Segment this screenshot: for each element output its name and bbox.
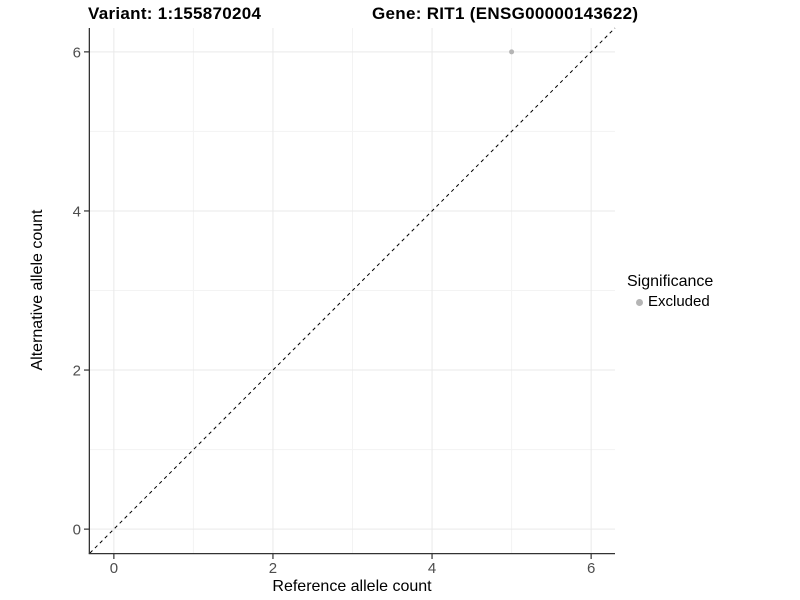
grid-major-lines bbox=[90, 28, 615, 553]
x-axis-title: Reference allele count bbox=[272, 578, 432, 595]
gene-title: Gene: RIT1 (ENSG00000143622) bbox=[372, 4, 639, 23]
grid-minor-lines bbox=[90, 28, 615, 553]
x-tick-label: 4 bbox=[428, 560, 436, 577]
tick-marks bbox=[84, 51, 592, 559]
x-tick-label: 6 bbox=[587, 560, 595, 577]
legend: Significance Excluded bbox=[627, 272, 713, 311]
legend-item-label: Excluded bbox=[648, 293, 710, 310]
y-tick-label: 4 bbox=[73, 203, 81, 220]
legend-items: Excluded bbox=[627, 293, 713, 311]
x-tick-label: 0 bbox=[110, 560, 118, 577]
legend-title: Significance bbox=[627, 273, 714, 290]
axis-lines bbox=[88, 28, 615, 555]
y-tick-label: 0 bbox=[73, 522, 81, 539]
y-axis-title: Alternative allele count bbox=[29, 209, 46, 371]
legend-item: Excluded bbox=[627, 293, 713, 311]
y-tick-label: 2 bbox=[73, 363, 81, 380]
legend-circle-icon bbox=[636, 298, 643, 306]
identity-line bbox=[89, 27, 616, 554]
data-point bbox=[509, 49, 515, 55]
x-tick-label: 2 bbox=[269, 560, 277, 577]
y-tick-label: 6 bbox=[73, 44, 81, 61]
variant-title: Variant: 1:155870204 bbox=[88, 4, 262, 23]
